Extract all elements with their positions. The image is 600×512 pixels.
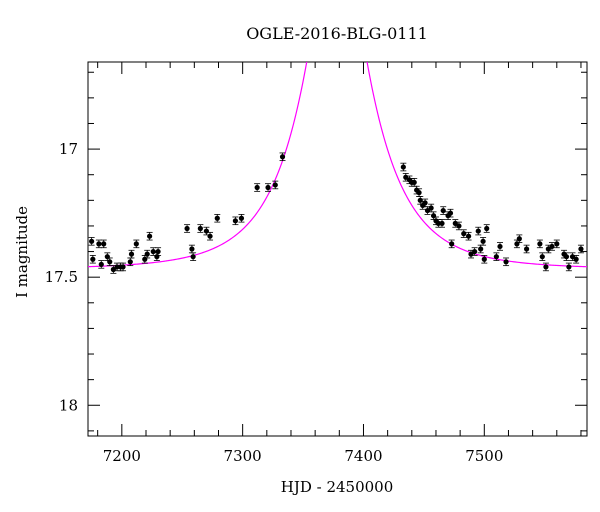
data-point xyxy=(254,184,260,191)
data-point xyxy=(89,238,95,244)
data-point xyxy=(543,264,549,270)
data-point xyxy=(578,246,584,252)
data-point xyxy=(539,254,545,260)
data-point xyxy=(493,254,499,260)
data-point xyxy=(497,243,503,250)
data-point xyxy=(203,228,210,234)
x-axis-label: HJD - 2450000 xyxy=(281,478,394,496)
data-point xyxy=(400,164,406,170)
data-point xyxy=(554,241,560,247)
data-point xyxy=(150,248,156,255)
data-point xyxy=(147,233,153,239)
y-axis-label: I magnitude xyxy=(13,206,31,298)
data-point xyxy=(90,256,96,262)
data-point xyxy=(449,241,455,247)
data-point xyxy=(472,248,478,255)
data-point xyxy=(514,241,520,247)
data-point xyxy=(435,220,441,226)
data-point xyxy=(128,251,135,257)
data-point xyxy=(142,256,148,262)
data-point xyxy=(238,215,245,221)
data-point xyxy=(144,251,150,257)
data-point xyxy=(480,238,486,244)
data-point xyxy=(422,200,428,206)
data-point xyxy=(563,254,570,260)
data-point xyxy=(214,215,220,221)
data-point xyxy=(439,220,445,226)
data-point xyxy=(465,233,472,239)
data-point xyxy=(516,236,522,242)
data-point xyxy=(272,182,278,188)
data-point xyxy=(127,259,133,265)
data-point xyxy=(190,254,196,260)
data-point xyxy=(207,233,213,239)
data-point xyxy=(456,223,462,229)
data-point xyxy=(447,210,454,216)
data-point xyxy=(461,231,467,237)
data-point xyxy=(154,254,160,260)
y-tick-label: 18 xyxy=(59,396,78,414)
data-point xyxy=(189,246,195,252)
x-tick-label: 7300 xyxy=(224,447,262,465)
data-point xyxy=(96,241,102,247)
model-curve xyxy=(88,62,587,268)
data-point xyxy=(184,225,190,232)
x-tick-label: 7400 xyxy=(344,447,382,465)
data-point xyxy=(279,154,286,160)
data-point xyxy=(101,241,107,247)
data-point xyxy=(411,179,417,185)
data-point xyxy=(232,218,239,224)
data-point xyxy=(549,243,555,250)
plot-area: 7200 7300 7400 7500 17 17.5 18 xyxy=(45,61,588,465)
data-point xyxy=(197,225,203,232)
data-point xyxy=(114,264,120,270)
data-point xyxy=(478,246,484,252)
x-tick-label: 7200 xyxy=(103,447,141,465)
data-point xyxy=(523,246,530,252)
data-point xyxy=(503,259,509,265)
data-point xyxy=(120,264,126,270)
y-tick-label: 17.5 xyxy=(45,268,78,286)
data-point xyxy=(416,190,422,196)
data-point xyxy=(417,197,423,203)
data-point xyxy=(573,256,579,262)
data-point xyxy=(537,241,543,247)
data-point xyxy=(104,254,110,260)
data-point xyxy=(155,248,161,255)
data-point xyxy=(430,213,437,219)
data-point xyxy=(475,228,481,234)
data-point xyxy=(98,261,104,267)
chart-title: OGLE-2016-BLG-0111 xyxy=(246,24,428,43)
data-point xyxy=(566,264,572,270)
data-point xyxy=(481,256,487,262)
data-point xyxy=(484,225,490,232)
data-point xyxy=(133,241,139,247)
data-point xyxy=(265,184,271,191)
y-tick-label: 17 xyxy=(59,140,78,158)
data-point xyxy=(107,259,113,265)
x-tick-label: 7500 xyxy=(465,447,503,465)
plot-frame xyxy=(87,61,588,437)
data-point xyxy=(440,207,446,214)
data-point xyxy=(428,205,434,211)
